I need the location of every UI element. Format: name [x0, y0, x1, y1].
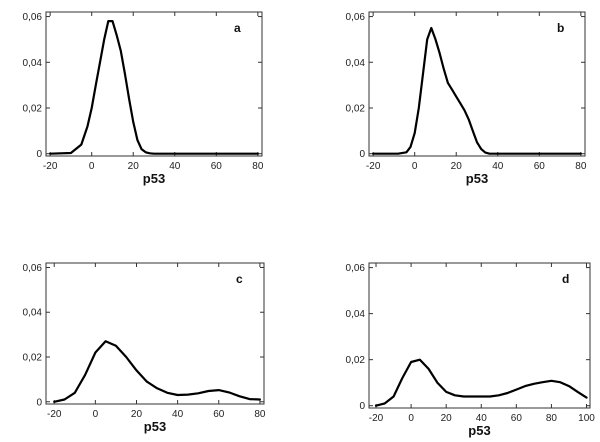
y-tick-label: 0,06	[346, 12, 366, 23]
y-tick-label: 0,06	[23, 263, 43, 274]
y-tick-label: 0,04	[23, 308, 43, 319]
y-tick-label: 0,02	[346, 104, 366, 115]
y-tick-label: 0,04	[346, 309, 366, 320]
x-tick-label: 20	[441, 413, 453, 424]
y-tick-label: 0,02	[23, 104, 43, 115]
x-tick-label: 40	[169, 161, 181, 172]
series-line	[49, 20, 259, 155]
x-tick-label: 20	[451, 161, 463, 172]
plot-frame	[45, 11, 263, 157]
x-tick-label: 60	[213, 409, 225, 420]
x-tick-label: 60	[511, 413, 523, 424]
y-tick-label: 0	[359, 149, 365, 160]
series-line	[374, 358, 588, 407]
y-tick-label: 0	[359, 401, 365, 412]
y-tick-label: 0,06	[23, 12, 43, 23]
x-tick-label: 60	[211, 161, 223, 172]
x-tick-label: 80	[575, 161, 587, 172]
plot-frame	[368, 11, 586, 157]
y-tick-label: 0,06	[346, 263, 366, 274]
x-tick-label: 40	[476, 413, 488, 424]
x-tick-label: 60	[534, 161, 546, 172]
panel-label: c	[236, 272, 243, 286]
panel-label: a	[234, 21, 241, 35]
panel-label: d	[562, 272, 569, 286]
x-tick-label: 0	[93, 409, 99, 420]
y-tick-label: 0	[36, 397, 42, 408]
plot-frame	[45, 262, 265, 405]
y-tick-label: 0,04	[23, 58, 43, 69]
y-tick-label: 0,02	[23, 353, 43, 364]
x-tick-label: 40	[172, 409, 184, 420]
x-tick-label: 80	[252, 161, 264, 172]
x-tick-label: 20	[128, 161, 140, 172]
series-line	[53, 340, 261, 403]
x-tick-label: 20	[131, 409, 143, 420]
chart-panel-d: -20 0 20 40 60 80 100 0 0,02 0,04 0,06 d p53	[346, 262, 595, 438]
x-tick-label: -20	[43, 161, 58, 172]
x-tick-label: -20	[366, 161, 381, 172]
y-tick-label: 0,04	[346, 58, 366, 69]
x-tick-label: 80	[546, 413, 558, 424]
x-tick-label: 0	[89, 161, 95, 172]
series-line	[372, 26, 582, 155]
x-tick-label: -20	[47, 409, 62, 420]
x-tick-label: 80	[254, 409, 266, 420]
x-tick-label: 0	[412, 161, 418, 172]
y-tick-label: 0,02	[346, 355, 366, 366]
x-tick-label: 100	[578, 413, 595, 424]
chart-panel-c: -20 0 20 40 60 80 0 0,02 0,04 0,06 c p53	[23, 262, 266, 434]
plot-frame	[368, 262, 591, 409]
x-axis-label: p53	[468, 423, 490, 438]
x-tick-label: -20	[369, 413, 384, 424]
y-tick-label: 0	[36, 149, 42, 160]
panel-label: b	[557, 21, 564, 35]
x-tick-label: 40	[492, 161, 504, 172]
x-tick-label: 0	[408, 413, 414, 424]
x-axis-label: p53	[466, 171, 488, 186]
x-axis-label: p53	[144, 419, 166, 434]
x-axis-label: p53	[143, 171, 165, 186]
